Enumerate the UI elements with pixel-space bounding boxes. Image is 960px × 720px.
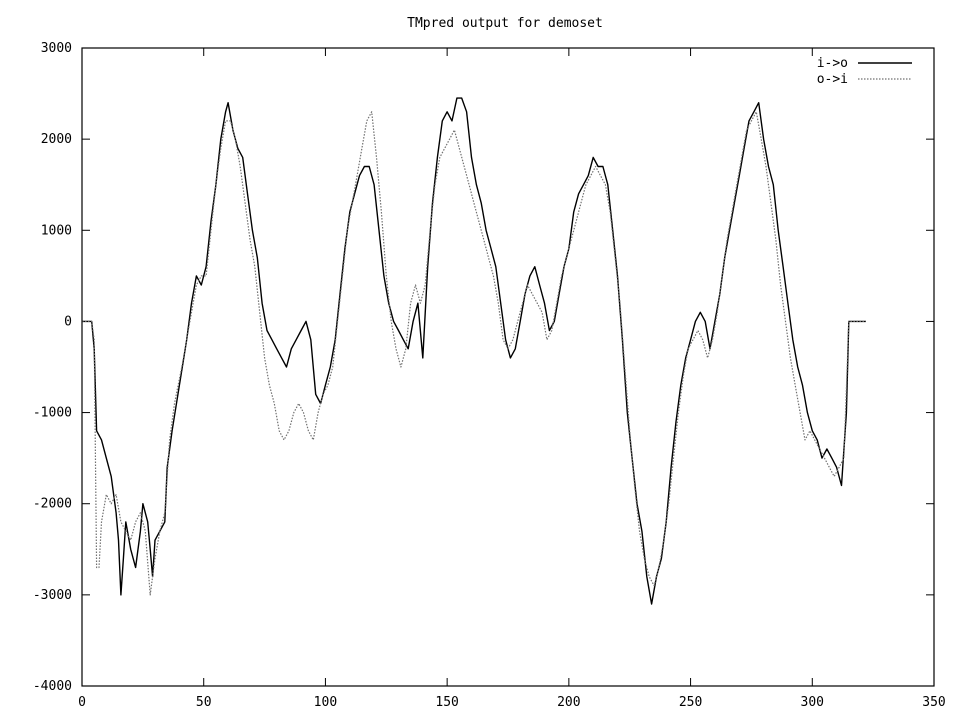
- x-tick-label: 0: [78, 695, 86, 710]
- chart-title: TMpred output for demoset: [407, 16, 603, 31]
- series-line-o-i: [82, 111, 866, 596]
- y-axis: -4000 -3000 -2000 -1000 0 1000 2000 3000: [33, 41, 934, 694]
- y-tick-label: 3000: [41, 41, 72, 56]
- x-tick-label: 300: [801, 695, 824, 710]
- y-tick-label: -4000: [33, 679, 72, 694]
- series-line-i-o: [82, 97, 866, 605]
- y-tick-label: -2000: [33, 497, 72, 512]
- x-tick-label: 100: [314, 695, 337, 710]
- y-tick-label: 2000: [41, 132, 72, 147]
- legend-label-o-i: o->i: [817, 72, 848, 87]
- x-tick-label: 150: [435, 695, 458, 710]
- plot-area: [82, 97, 866, 605]
- legend-label-i-o: i->o: [817, 56, 848, 71]
- y-tick-label: 1000: [41, 223, 72, 238]
- y-tick-label: 0: [64, 314, 72, 329]
- plot-frame: [81, 47, 935, 687]
- y-tick-label: -1000: [33, 406, 72, 421]
- x-tick-label: 50: [196, 695, 212, 710]
- x-tick-label: 250: [679, 695, 702, 710]
- y-tick-label: -3000: [33, 588, 72, 603]
- x-tick-label: 200: [557, 695, 580, 710]
- x-axis: 0 50 100 150 200 250 300 350: [78, 48, 946, 710]
- legend: i->o o->i: [817, 56, 912, 87]
- x-tick-label: 350: [922, 695, 945, 710]
